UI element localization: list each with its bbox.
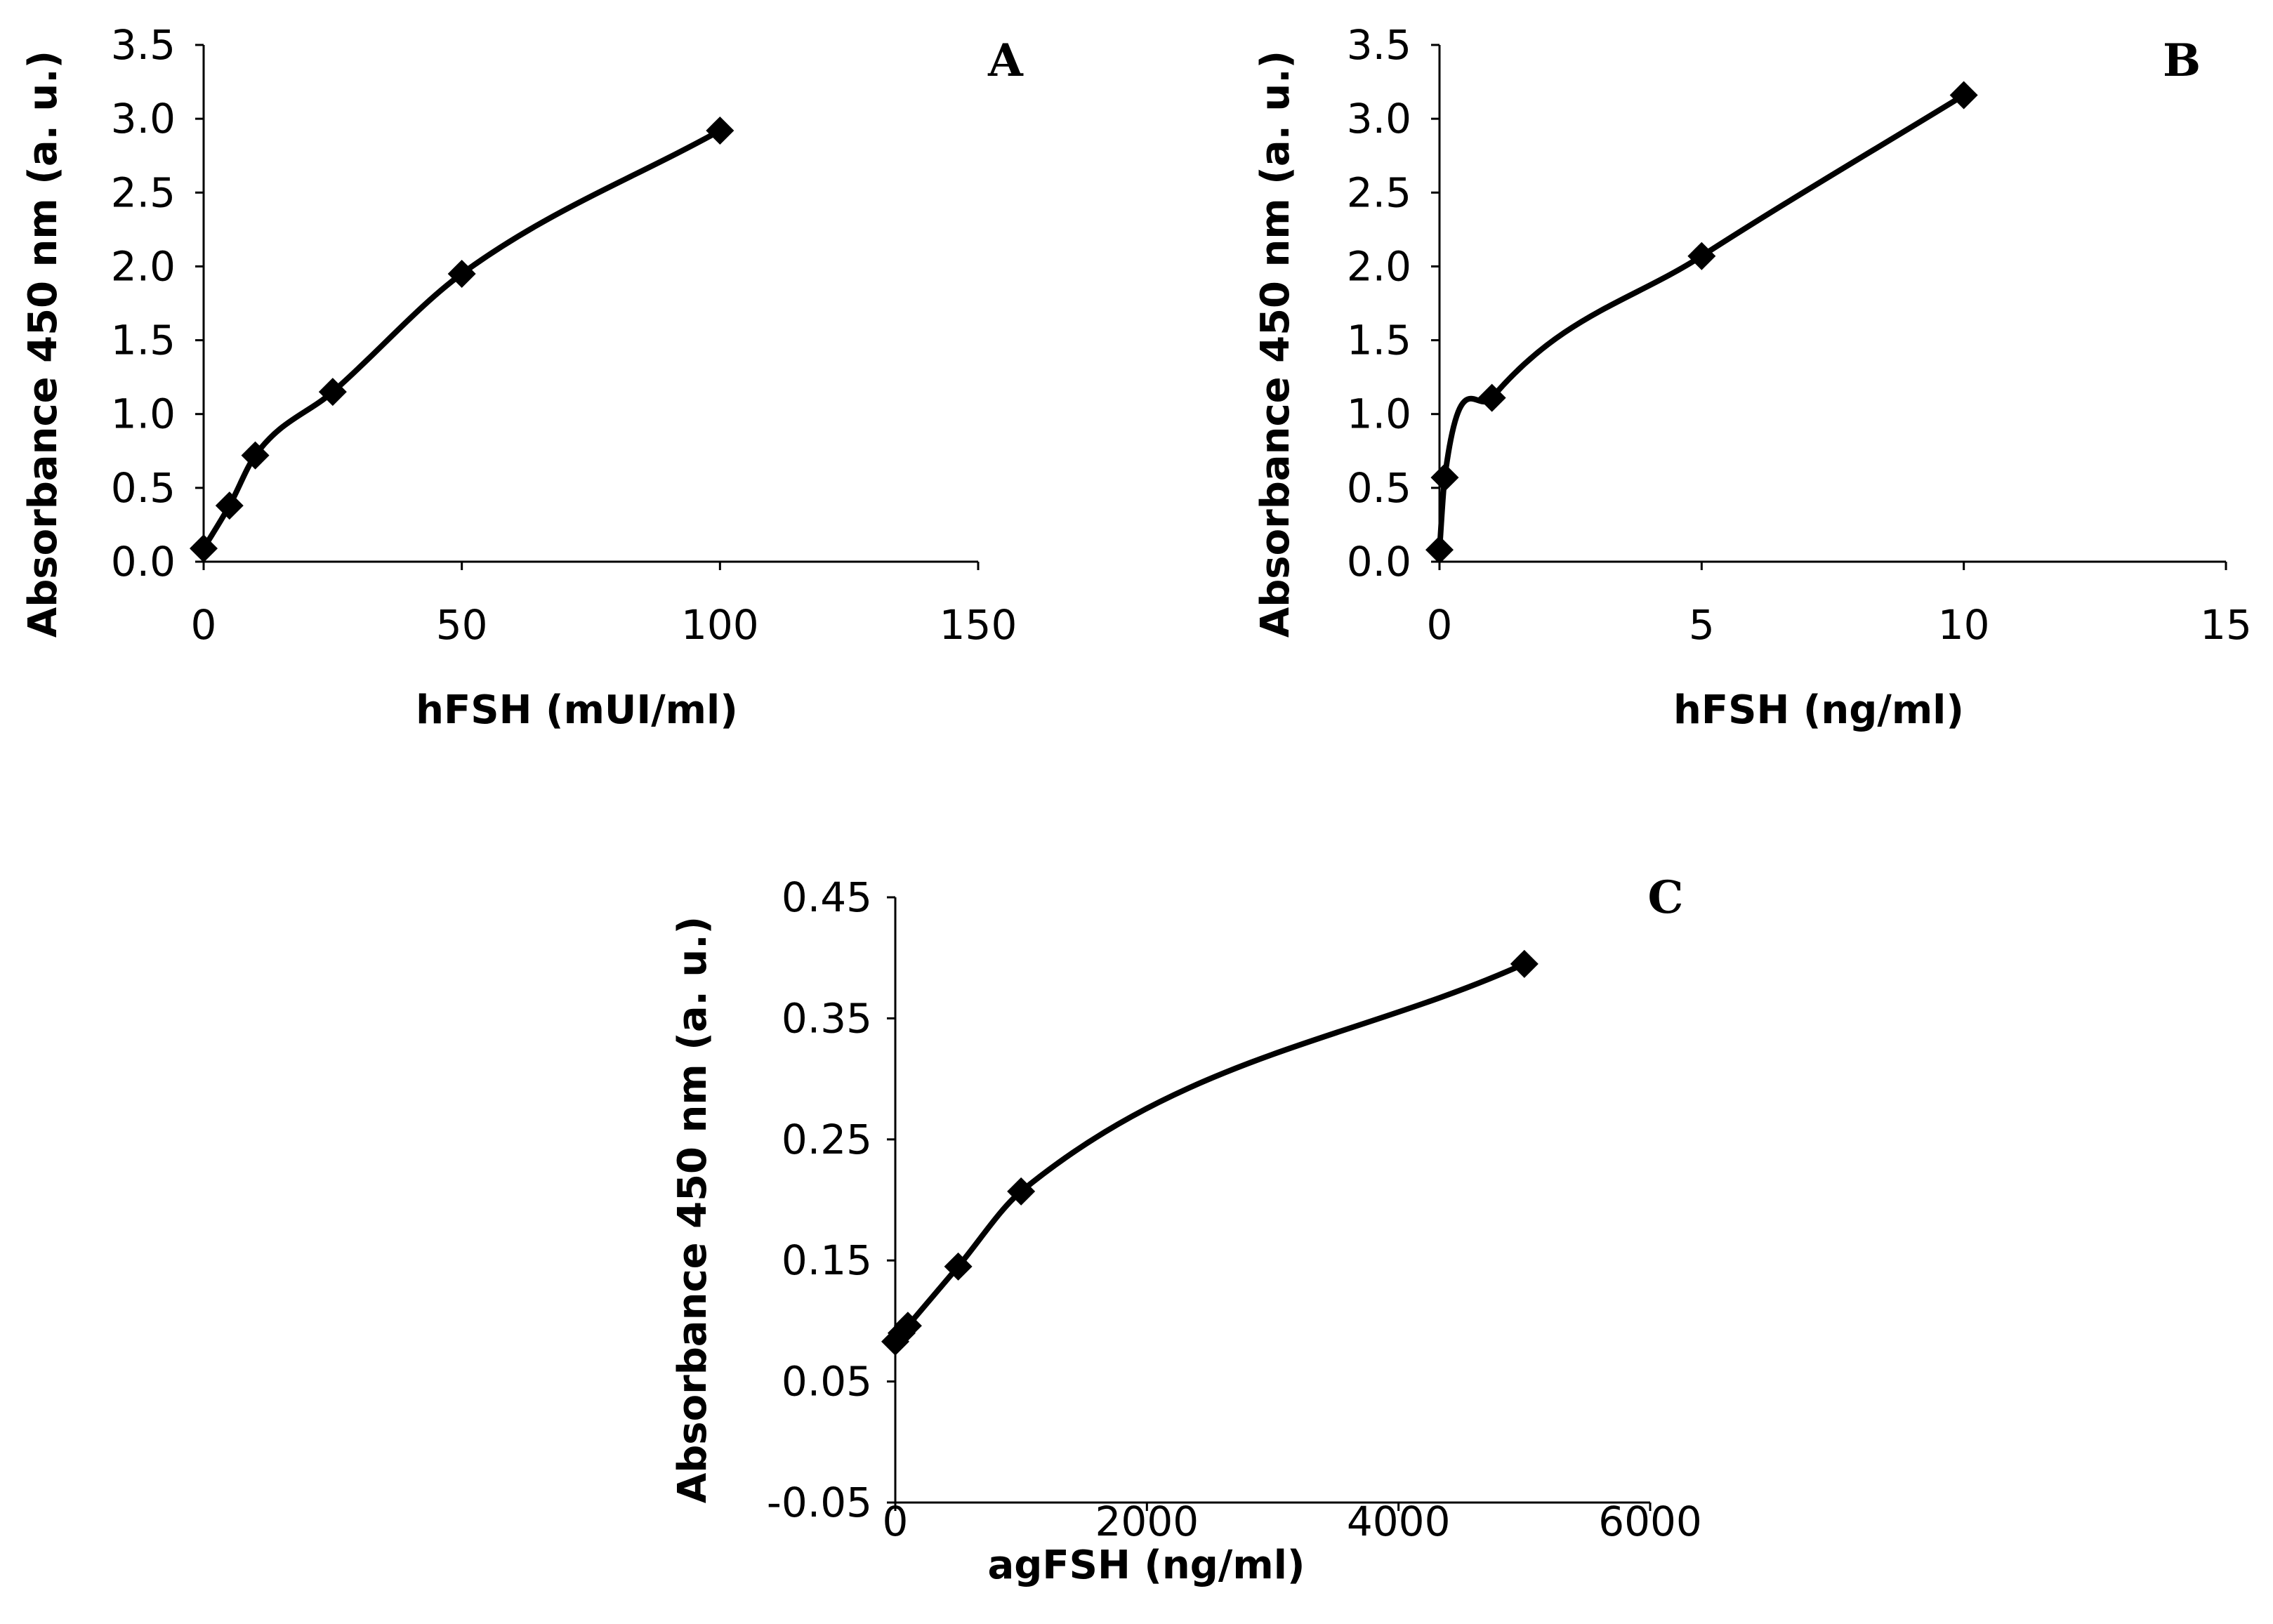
y-tick-label: 1.0 xyxy=(111,390,176,438)
x-axis-title: agFSH (ng/ml) xyxy=(988,1543,1305,1588)
x-tick-label: 150 xyxy=(940,601,1017,649)
y-tick-label: 3.5 xyxy=(111,21,176,69)
series-line xyxy=(892,960,1527,1345)
data-point-marker xyxy=(893,1312,922,1340)
data-point-marker xyxy=(318,378,347,407)
x-axis-title: hFSH (ng/ml) xyxy=(1673,687,1964,733)
data-point-marker xyxy=(1007,1177,1036,1206)
x-tick-label: 100 xyxy=(681,601,759,649)
y-tick-label: 3.0 xyxy=(1347,95,1411,143)
data-point-marker xyxy=(1430,463,1459,492)
series-line xyxy=(201,128,723,552)
data-point-marker xyxy=(190,534,218,563)
panel-label: B xyxy=(2163,34,2201,87)
x-tick-label: 0 xyxy=(1427,601,1453,649)
y-tick-label: 1.5 xyxy=(1347,317,1411,364)
panel-label: C xyxy=(1648,871,1684,924)
x-tick-label: 4000 xyxy=(1347,1498,1451,1545)
y-tick-label: 2.5 xyxy=(111,169,176,216)
data-point-marker xyxy=(1425,536,1454,565)
y-tick-label: 0.15 xyxy=(782,1236,872,1284)
chart-panel-a: 0.0 0.5 1.0 1.5 2.0 2.5 3.0 3.5 0 50 100 150 hFSH (m… xyxy=(20,21,1024,733)
data-point-marker xyxy=(1949,81,1978,110)
x-tick-label: 10 xyxy=(1938,601,1990,649)
x-tick-label: 0 xyxy=(191,601,217,649)
x-tick-label: 15 xyxy=(2200,601,2252,649)
y-tick-label: 2.0 xyxy=(1347,242,1411,290)
y-tick-label: 0.5 xyxy=(1347,464,1411,512)
y-tick-label: 2.5 xyxy=(1347,169,1411,216)
y-tick-label: 3.0 xyxy=(111,95,176,143)
data-point-marker xyxy=(215,491,244,520)
y-tick-label: 0.45 xyxy=(782,873,872,921)
x-tick-label: 6000 xyxy=(1598,1498,1702,1545)
data-point-marker xyxy=(706,116,734,145)
x-axis-title: hFSH (mUI/ml) xyxy=(416,687,738,733)
x-tick-label: 50 xyxy=(436,601,488,649)
y-axis-title: Absorbance 450 nm (a. u.) xyxy=(20,51,66,638)
panel-label: A xyxy=(987,34,1024,87)
y-tick-label: 1.5 xyxy=(111,317,176,364)
data-point-marker xyxy=(944,1252,973,1281)
y-tick-label: 3.5 xyxy=(1347,21,1411,69)
x-tick-label: 0 xyxy=(883,1498,909,1545)
data-point-marker xyxy=(1687,242,1716,270)
chart-panel-b: 0.0 0.5 1.0 1.5 2.0 2.5 3.0 3.5 0 5 10 15 hFSH (ng/m… xyxy=(1253,21,2252,733)
y-tick-label: 0.35 xyxy=(782,994,872,1042)
y-tick-label: 0.05 xyxy=(782,1358,872,1406)
y-tick-label: 1.0 xyxy=(1347,390,1411,438)
data-point-marker xyxy=(447,259,476,288)
chart-panel-c: -0.05 0.05 0.15 0.25 0.35 0.45 0 2000 4000 6000 ag… xyxy=(670,871,1702,1588)
x-tick-label: 5 xyxy=(1689,601,1715,649)
y-tick-label: 0.25 xyxy=(782,1116,872,1163)
y-axis-title: Absorbance 450 nm (a. u.) xyxy=(1253,51,1298,638)
y-tick-label: 0.0 xyxy=(1347,538,1411,586)
x-tick-label: 2000 xyxy=(1095,1498,1199,1545)
data-point-marker xyxy=(241,441,270,470)
y-axis-title: Absorbance 450 nm (a. u.) xyxy=(670,916,716,1503)
series-line xyxy=(1437,92,1967,553)
y-tick-label: -0.05 xyxy=(767,1479,872,1526)
data-point-marker xyxy=(1477,383,1506,412)
data-point-marker xyxy=(1510,949,1539,978)
y-tick-label: 2.0 xyxy=(111,242,176,290)
y-tick-label: 0.0 xyxy=(111,538,176,586)
y-tick-label: 0.5 xyxy=(111,464,176,512)
